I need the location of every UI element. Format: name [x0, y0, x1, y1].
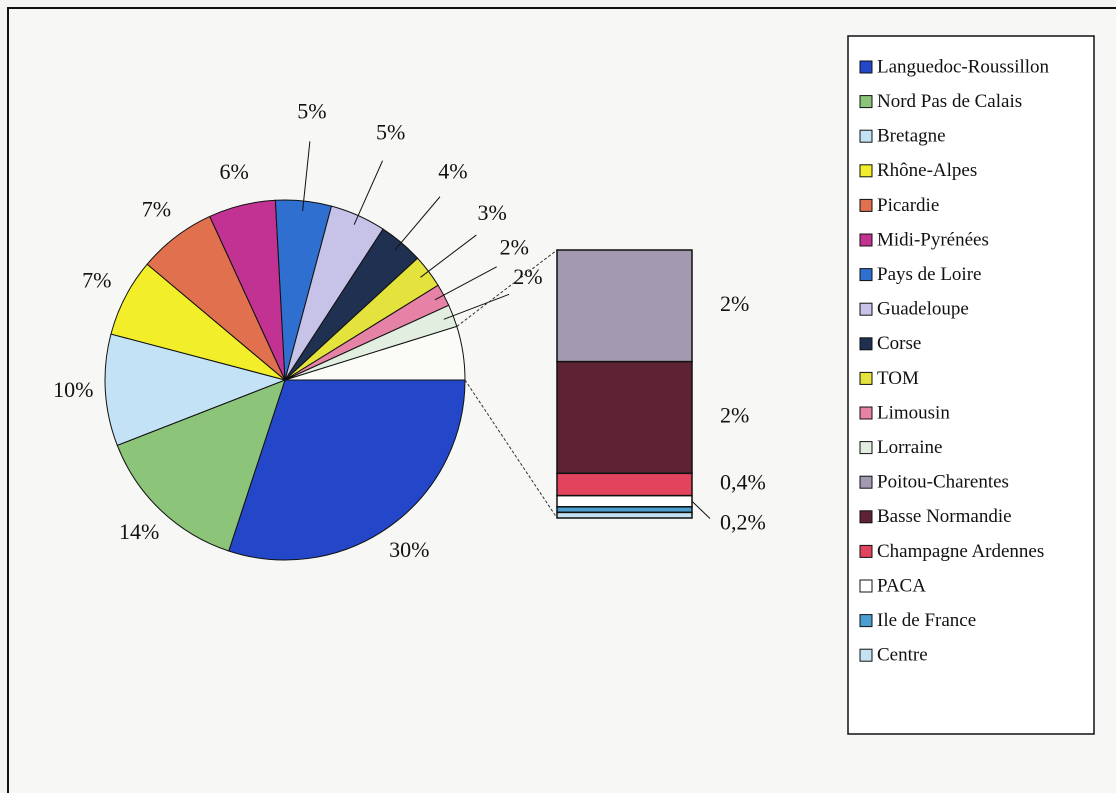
data-label: 5%: [376, 120, 405, 145]
legend-label: Bretagne: [877, 126, 946, 147]
legend-swatch: [859, 337, 873, 351]
bar-segment: [556, 249, 693, 363]
legend-label: PACA: [877, 575, 926, 596]
bar-segment: [556, 506, 693, 514]
legend-label: Poitou-Charentes: [877, 472, 1009, 493]
leader-line: [394, 196, 441, 251]
legend-label: Basse Normandie: [877, 506, 1012, 527]
data-label: 5%: [297, 98, 326, 123]
legend-swatch: [859, 579, 873, 593]
leader-line: [420, 234, 477, 278]
legend-swatch: [859, 268, 873, 282]
data-label: 0,2%: [720, 510, 766, 535]
legend-label: Corse: [877, 333, 921, 354]
legend-label: Midi-Pyrénées: [877, 229, 989, 250]
legend-label: Centre: [877, 645, 928, 666]
legend-swatch: [859, 95, 873, 109]
leader-line: [443, 293, 510, 320]
legend-label: Languedoc-Roussillon: [877, 56, 1050, 77]
legend-swatch: [859, 129, 873, 143]
data-label: 14%: [119, 519, 159, 544]
legend-swatch: [859, 614, 873, 628]
data-label: 7%: [142, 196, 171, 221]
connector: [464, 379, 558, 519]
legend-label: Picardie: [877, 195, 939, 216]
legend-swatch: [859, 198, 873, 212]
data-label: 2%: [720, 291, 749, 316]
legend-swatch: [859, 441, 873, 455]
data-label: 3%: [478, 200, 507, 225]
data-label: 30%: [389, 537, 429, 562]
bar-segment: [556, 360, 693, 475]
data-label: 7%: [82, 267, 111, 292]
data-label: 2%: [720, 403, 749, 428]
legend-swatch: [859, 648, 873, 662]
connector: [456, 249, 558, 327]
legend-label: Pays de Loire: [877, 264, 981, 285]
legend-label: Lorraine: [877, 437, 942, 458]
legend-label: Limousin: [877, 402, 950, 423]
legend-swatch: [859, 164, 873, 178]
pie-slice: [116, 379, 286, 552]
leader-line: [434, 266, 497, 301]
legend-label: TOM: [877, 368, 919, 389]
legend-label: Champagne Ardennes: [877, 541, 1044, 562]
leader-line: [302, 141, 311, 211]
legend-label: Guadeloupe: [877, 299, 969, 320]
data-label: 2%: [500, 234, 529, 259]
legend-label: Rhône-Alpes: [877, 160, 977, 181]
legend-swatch: [859, 544, 873, 558]
legend-swatch: [859, 302, 873, 316]
legend-label: Ile de France: [877, 610, 976, 631]
legend-swatch: [859, 475, 873, 489]
leader-line: [691, 500, 711, 519]
leader-line: [353, 160, 384, 225]
data-label: 2%: [513, 264, 542, 289]
legend-label: Nord Pas de Calais: [877, 91, 1022, 112]
bar-segment: [556, 472, 693, 497]
legend-swatch: [859, 371, 873, 385]
legend-swatch: [859, 233, 873, 247]
data-label: 10%: [53, 377, 93, 402]
bar-segment: [556, 511, 693, 519]
bar-segment: [556, 494, 693, 508]
data-label: 6%: [219, 159, 248, 184]
legend-box: [847, 35, 1095, 735]
pie-slice-other: [284, 325, 466, 381]
pie-slice: [104, 333, 287, 446]
pie-slice: [228, 379, 466, 561]
legend-swatch: [859, 60, 873, 74]
legend-swatch: [859, 406, 873, 420]
data-label: 0,4%: [720, 470, 766, 495]
data-label: 4%: [438, 159, 467, 184]
legend-swatch: [859, 510, 873, 524]
